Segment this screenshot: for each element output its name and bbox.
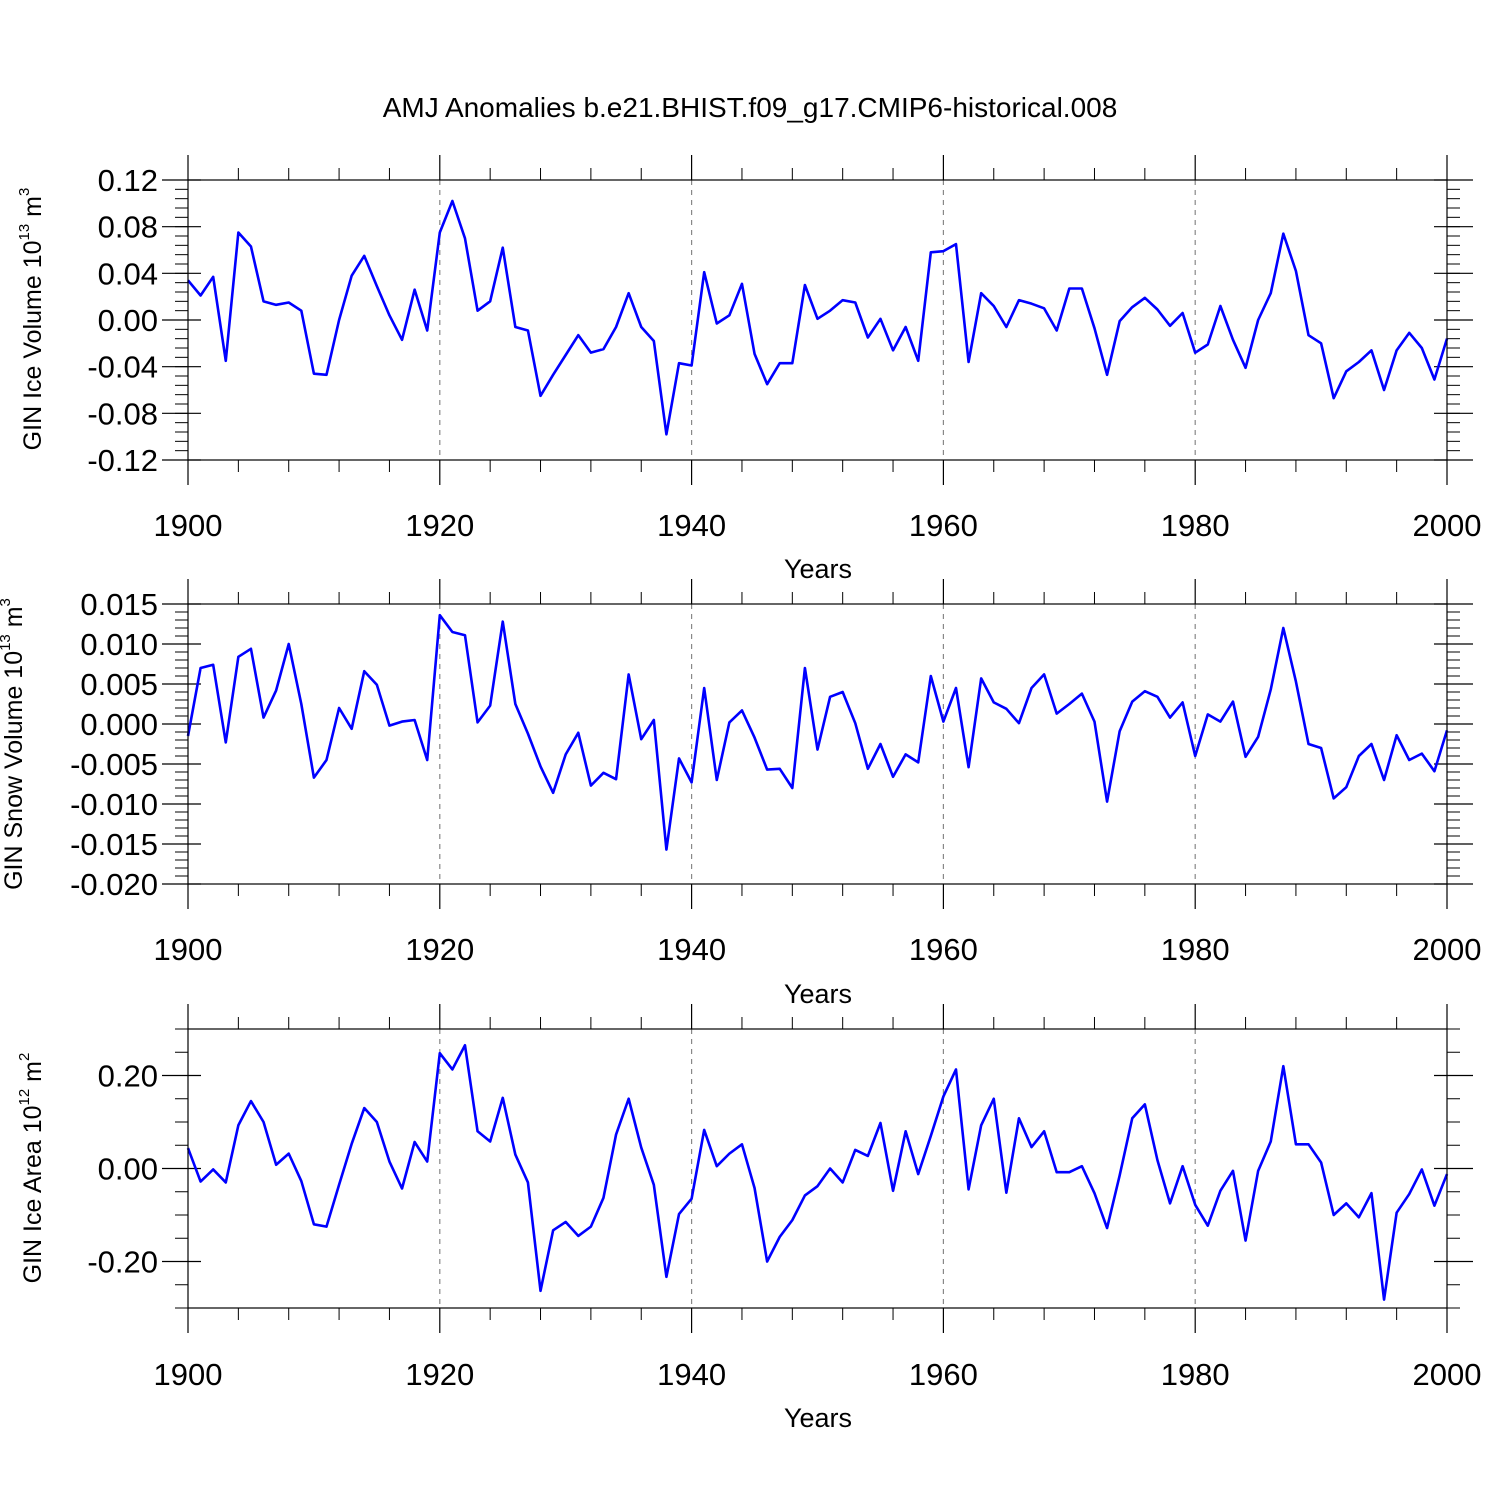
ytick-label: -0.12 (87, 443, 158, 478)
plot-frame (187, 603, 1448, 885)
ytick-label: 0.005 (80, 667, 158, 702)
y-axis-title-ice-area: GIN Ice Area 1012 m2 (16, 1053, 47, 1284)
x-axis-title: Years (784, 979, 852, 1009)
xtick-label: 1920 (405, 932, 474, 967)
ytick-label: 0.08 (98, 210, 158, 245)
ytick-label: -0.020 (70, 867, 158, 902)
xtick-label: 2000 (1413, 932, 1482, 967)
ylabel-unit-exponent: 3 (16, 188, 33, 196)
ylabel-unit-exponent: 3 (0, 598, 14, 606)
ylabel-exponent: 13 (16, 224, 33, 241)
ylabel-unit: m (19, 196, 47, 224)
ylabel-main: GIN Ice Volume 10 (19, 240, 47, 450)
xtick-label: 1900 (154, 932, 223, 967)
ytick-label: 0.04 (98, 256, 158, 291)
plot-frame (187, 179, 1448, 461)
ylabel-unit-exponent: 2 (16, 1053, 33, 1061)
ytick-label: -0.08 (87, 396, 158, 431)
panel-ice-volume: GIN Ice Volume 1013 m3 Years -0.12 -0.08 -… (16, 155, 1481, 584)
ylabel-main: GIN Snow Volume 10 (0, 651, 28, 890)
series-line-snow-volume (186, 613, 1449, 851)
ylabel-exponent: 12 (16, 1089, 33, 1106)
ytick-label: -0.20 (87, 1245, 158, 1280)
ytick-label: -0.015 (70, 827, 158, 862)
chart-title: AMJ Anomalies b.e21.BHIST.f09_g17.CMIP6-… (383, 92, 1118, 123)
y-axis-title-snow-volume: GIN Snow Volume 1013 m3 (0, 598, 28, 890)
xtick-label: 1920 (405, 1357, 474, 1392)
ylabel-main: GIN Ice Area 10 (19, 1105, 47, 1283)
xtick-label: 1980 (1161, 932, 1230, 967)
panel-ice-area: GIN Ice Area 1012 m2 Years -0.20 0.00 0.20… (16, 1004, 1481, 1433)
panel-snow-volume: GIN Snow Volume 1013 m3 Years -0.020 -0.0… (0, 579, 1481, 1009)
xtick-label: 1980 (1161, 508, 1230, 543)
ytick-label: 0.00 (98, 1152, 158, 1187)
xtick-label: 1960 (909, 932, 978, 967)
ylabel-unit: m (0, 606, 28, 634)
ytick-label: -0.04 (87, 350, 158, 385)
xtick-label: 1960 (909, 508, 978, 543)
xtick-label: 1900 (154, 1357, 223, 1392)
series-line-ice-volume (186, 199, 1449, 436)
ytick-label: 0.20 (98, 1059, 158, 1094)
series-line-ice-area (186, 1043, 1449, 1301)
xtick-label: 1940 (657, 1357, 726, 1392)
ytick-label: 0.12 (98, 163, 158, 198)
ylabel-exponent: 13 (0, 634, 14, 651)
xtick-label: 1900 (154, 508, 223, 543)
ytick-label: 0.000 (80, 707, 158, 742)
xtick-label: 1940 (657, 508, 726, 543)
xtick-label: 1920 (405, 508, 474, 543)
x-axis-title: Years (784, 1403, 852, 1433)
xtick-label: 2000 (1413, 508, 1482, 543)
ytick-label: -0.010 (70, 787, 158, 822)
y-axis-title-ice-volume: GIN Ice Volume 1013 m3 (16, 188, 47, 451)
ylabel-unit: m (19, 1061, 47, 1089)
ytick-label: -0.005 (70, 747, 158, 782)
x-axis-title: Years (784, 554, 852, 584)
xtick-label: 1980 (1161, 1357, 1230, 1392)
xtick-label: 2000 (1413, 1357, 1482, 1392)
ytick-label: 0.015 (80, 587, 158, 622)
ytick-label: 0.00 (98, 303, 158, 338)
xtick-label: 1940 (657, 932, 726, 967)
xtick-label: 1960 (909, 1357, 978, 1392)
ytick-label: 0.010 (80, 627, 158, 662)
plot-frame (187, 1028, 1448, 1309)
